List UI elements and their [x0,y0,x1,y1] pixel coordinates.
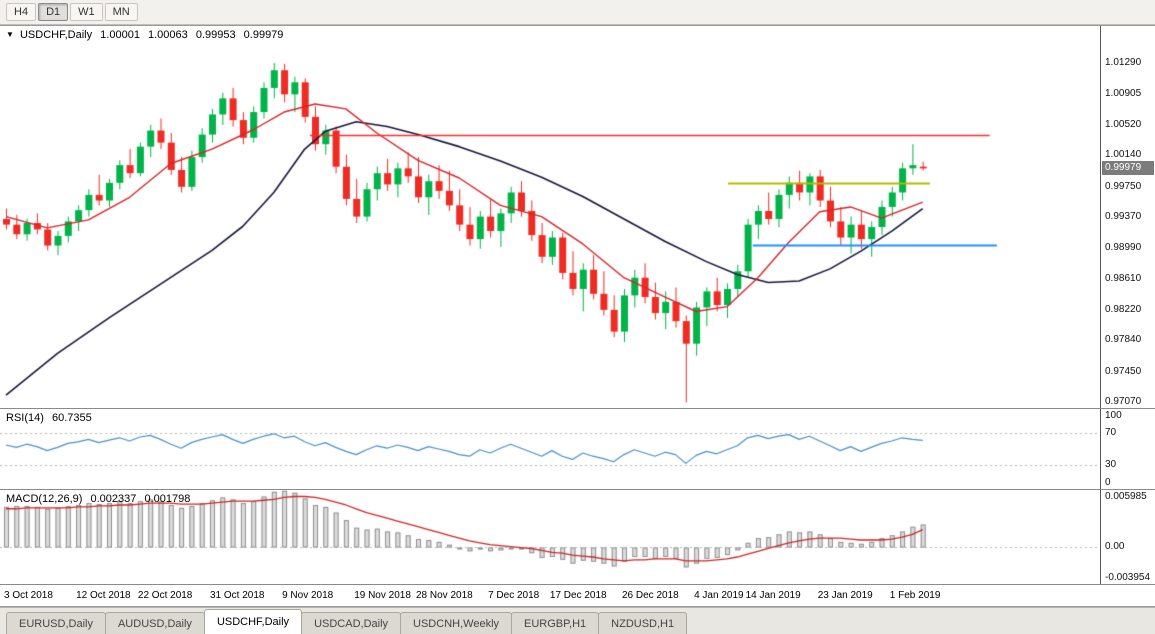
axis-price-label: 0.99750 [1105,180,1142,192]
axis-date-label: 28 Nov 2018 [416,590,473,601]
axis-date-label: 4 Jan 2019 [694,590,744,601]
axis-price-label: 0.98610 [1105,272,1142,284]
axis-price-label: 1.00520 [1105,118,1142,130]
axis-date-label: 26 Dec 2018 [622,590,679,601]
axis-price-label: 70 [1105,427,1117,438]
rsi-indicator-name: RSI(14) [6,412,44,424]
axis-date-label: 23 Jan 2019 [817,590,873,601]
macd-pane[interactable]: MACD(12,26,9) 0.002337 0.001798 0.005985… [0,490,1155,585]
macd-canvas[interactable] [0,490,1100,584]
chart-tab-audusd[interactable]: AUDUSD,Daily [104,612,205,634]
axis-date-label: 17 Dec 2018 [549,590,607,601]
axis-date-label: 12 Oct 2018 [76,590,131,601]
chart-tab-bar: EURUSD,Daily AUDUSD,Daily USDCHF,Daily USDC… [0,607,1155,634]
rsi-pane[interactable]: RSI(14) 60.7355 100 70 30 0 [0,409,1155,490]
price-chart-canvas[interactable] [0,26,1100,408]
chart-tab-usdchf[interactable]: USDCHF,Daily [203,609,303,634]
current-price-tag: 0.99979 [1102,161,1154,176]
macd-indicator-name: MACD(12,26,9) [6,493,83,505]
axis-price-label: 1.00140 [1105,149,1142,161]
rsi-canvas[interactable] [0,409,1100,489]
axis-date-label: 3 Oct 2018 [4,590,53,601]
date-axis[interactable]: 3 Oct 2018 12 Oct 2018 22 Oct 2018 31 Oct 2… [0,585,1155,606]
price-pane[interactable]: ▼ USDCHF,Daily 1.00001 1.00063 0.99953 0… [0,26,1155,409]
timeframe-button-d1[interactable]: D1 [38,3,69,21]
axis-date-label: 19 Nov 2018 [354,590,411,601]
timeframe-button-w1[interactable]: W1 [70,3,103,21]
ohlc-low: 0.99953 [195,29,236,41]
ohlc-high: 1.00063 [148,29,188,41]
chart-title: ▼ USDCHF,Daily 1.00001 1.00063 0.99953 0… [6,29,283,41]
axis-price-label: -0.003954 [1105,572,1151,583]
ohlc-close: 0.99979 [243,29,284,41]
axis-price-label: 0.98220 [1105,303,1142,315]
timeframe-toolbar: H4 D1 W1 MN [0,0,1155,25]
chart-menu-arrow-icon[interactable]: ▼ [6,30,14,39]
axis-date-label: 7 Dec 2018 [488,590,540,601]
axis-price-label: 0.97070 [1105,396,1142,407]
chart-tab-eurusd[interactable]: EURUSD,Daily [6,612,106,634]
chart-tab-usdcad[interactable]: USDCAD,Daily [301,612,402,634]
axis-price-label: 0.005985 [1105,491,1147,502]
axis-date-label: 22 Oct 2018 [137,590,193,601]
axis-date-label: 31 Oct 2018 [210,590,265,601]
price-scale-axis[interactable]: 0.99979 1.01290 1.00905 1.00520 1.00140 0.99… [1100,26,1155,408]
axis-price-label: 0.97840 [1105,334,1142,346]
ohlc-open: 1.00001 [100,29,140,41]
axis-price-label: 0 [1105,477,1111,488]
chart-window: ▼ USDCHF,Daily 1.00001 1.00063 0.99953 0… [0,25,1155,607]
rsi-value: 60.7355 [51,412,92,424]
axis-price-label: 0.97450 [1105,365,1142,377]
axis-price-label: 0.98990 [1105,241,1142,253]
macd-scale-axis[interactable]: 0.005985 0.00 -0.003954 [1100,490,1155,584]
chart-tab-nzdusd[interactable]: NZDUSD,H1 [598,612,688,634]
chart-symbol-period: USDCHF,Daily [19,29,93,41]
axis-price-label: 1.00905 [1105,87,1142,99]
axis-price-label: 0.00 [1105,540,1125,552]
axis-price-label: 100 [1105,410,1122,421]
rsi-title: RSI(14) 60.7355 [6,412,92,424]
chart-tab-eurgbp[interactable]: EURGBP,H1 [511,612,600,634]
axis-price-label: 30 [1105,459,1117,470]
axis-price-label: 1.01290 [1105,56,1142,68]
macd-signal-value: 0.001798 [144,493,191,505]
timeframe-button-mn[interactable]: MN [104,3,138,21]
timeframe-button-h4[interactable]: H4 [6,3,37,21]
rsi-scale-axis[interactable]: 100 70 30 0 [1100,409,1155,489]
axis-date-label: 1 Feb 2019 [889,590,941,601]
axis-date-label: 14 Jan 2019 [745,590,801,601]
macd-title: MACD(12,26,9) 0.002337 0.001798 [6,493,190,505]
macd-main-value: 0.002337 [90,493,137,505]
axis-price-label: 0.99370 [1105,211,1142,223]
axis-date-label: 9 Nov 2018 [282,590,334,601]
chart-tab-usdcnh[interactable]: USDCNH,Weekly [400,612,513,634]
